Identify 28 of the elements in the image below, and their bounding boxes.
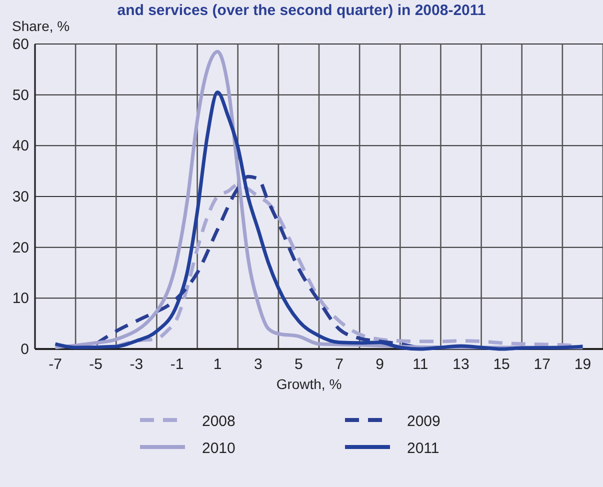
x-tick-label: -1 bbox=[170, 356, 184, 373]
y-tick-label: 30 bbox=[12, 188, 29, 206]
y-tick-label: 50 bbox=[12, 86, 29, 104]
x-tick-label: 5 bbox=[294, 356, 303, 373]
x-tick-label: 17 bbox=[534, 356, 550, 373]
legend-label: 2011 bbox=[407, 440, 440, 457]
legend-label: 2010 bbox=[202, 440, 236, 457]
x-axis-title: Growth, % bbox=[276, 376, 342, 392]
x-tick-label: 7 bbox=[335, 356, 344, 373]
y-tick-label: 20 bbox=[12, 239, 29, 256]
x-tick-label: 9 bbox=[376, 356, 384, 373]
y-axis-title: Share, % bbox=[12, 18, 70, 34]
x-tick-label: 3 bbox=[254, 356, 262, 373]
x-tick-label: 11 bbox=[412, 356, 428, 373]
x-tick-label: -7 bbox=[48, 356, 62, 373]
y-tick-label: 40 bbox=[12, 138, 29, 155]
x-tick-label: 13 bbox=[452, 356, 470, 373]
x-tick-label: -5 bbox=[89, 356, 103, 373]
x-tick-label: 15 bbox=[493, 356, 510, 373]
legend-label: 2008 bbox=[202, 413, 236, 430]
x-tick-label: 19 bbox=[574, 356, 592, 373]
x-tick-label: 1 bbox=[213, 356, 222, 373]
x-tick-label: -3 bbox=[130, 356, 144, 373]
chart-title: and services (over the second quarter) in 2008-2011 bbox=[117, 2, 486, 19]
y-tick-label: 10 bbox=[12, 290, 29, 308]
legend-label: 2009 bbox=[407, 413, 440, 430]
y-tick-label: 60 bbox=[12, 36, 29, 53]
y-tick-label: 0 bbox=[20, 341, 29, 358]
